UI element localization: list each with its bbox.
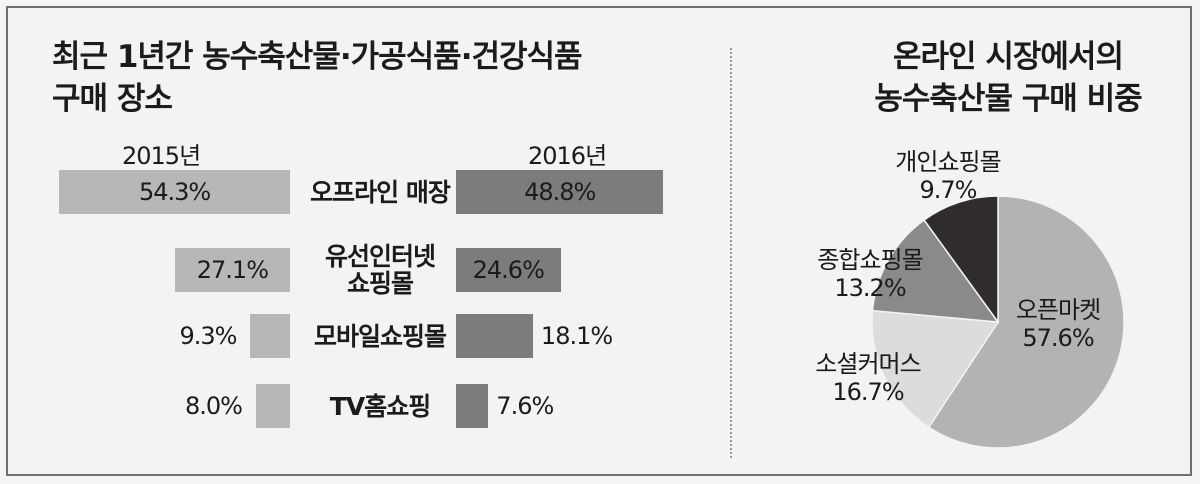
pie-label-value: 16.7% (832, 378, 904, 406)
value-label-2015-1: 27.1% (196, 256, 269, 284)
infographic-frame: 최근 1년간 농수축산물·가공식품·건강식품 구매 장소 2015년 2016년… (6, 6, 1192, 476)
value-label-2016-0: 48.8% (524, 178, 596, 206)
category-label-line: 오프라인 매장 (310, 177, 451, 207)
pie-chart (871, 195, 1125, 449)
value-label-2016-1: 24.6% (472, 256, 545, 284)
pie-label-name: 개인쇼핑몰 (895, 148, 1001, 176)
pie-label-0: 오픈마켓 57.6% (993, 296, 1123, 352)
legend-2016: 2016년 (528, 142, 607, 170)
pie-label-value: 9.7% (919, 176, 978, 204)
pie-label-name: 종합쇼핑몰 (817, 246, 923, 274)
bar-chart-title: 최근 1년간 농수축산물·가공식품·건강식품 구매 장소 (52, 36, 583, 120)
category-label-line: 쇼핑몰 (346, 269, 414, 298)
bar-chart-title-line1: 최근 1년간 농수축산물·가공식품·건강식품 (52, 39, 583, 75)
pie-chart-title: 온라인 시장에서의 농수축산물 구매 비중 (828, 36, 1188, 120)
legend-2015: 2015년 (122, 142, 201, 170)
pie-slice-0 (927, 195, 1125, 449)
bar-2016-2 (456, 314, 533, 358)
pie-chart-title-line2: 농수축산물 구매 비중 (874, 81, 1142, 117)
category-label-line: 유선인터넷 (324, 242, 436, 271)
bar-2015-2 (250, 314, 290, 358)
category-label-2: 모바일쇼핑몰 (295, 323, 465, 350)
bar-2016-0 (456, 170, 664, 214)
category-label-1: 유선인터넷 쇼핑몰 (295, 243, 465, 297)
value-label-2016-3: 7.6% (496, 392, 554, 420)
pie-label-name: 소셜커머스 (815, 350, 921, 378)
pie-label-value: 57.6% (1022, 324, 1094, 352)
divider (730, 48, 732, 458)
pie-label-name: 오픈마켓 (1015, 296, 1101, 324)
pie-chart-title-line1: 온라인 시장에서의 (893, 39, 1124, 75)
pie-label-2: 종합쇼핑몰 13.2% (800, 246, 940, 302)
pie-label-value: 13.2% (834, 274, 906, 302)
value-label-2016-2: 18.1% (540, 322, 613, 350)
bar-2016-3 (456, 384, 489, 428)
value-label-2015-0: 54.3% (138, 178, 211, 206)
bar-2015-3 (256, 384, 290, 428)
category-label-line: TV홈쇼핑 (329, 391, 431, 421)
pie-label-3: 개인쇼핑몰 9.7% (878, 148, 1018, 204)
bar-2016-1 (456, 248, 561, 292)
category-label-line: 모바일쇼핑몰 (313, 321, 447, 351)
pie-label-1: 소셜커머스 16.7% (798, 350, 938, 406)
bar-chart-title-line2: 구매 장소 (52, 81, 173, 117)
bar-2015-0 (59, 170, 290, 214)
pie-slice-3 (923, 195, 999, 325)
pie-slice-1 (871, 309, 1000, 429)
category-label-0: 오프라인 매장 (295, 179, 465, 206)
category-label-3: TV홈쇼핑 (295, 393, 465, 420)
value-label-2015-2: 9.3% (179, 322, 238, 350)
value-label-2015-3: 8.0% (185, 392, 243, 420)
pie-slice-2 (871, 218, 1000, 323)
bar-2015-1 (174, 248, 290, 292)
